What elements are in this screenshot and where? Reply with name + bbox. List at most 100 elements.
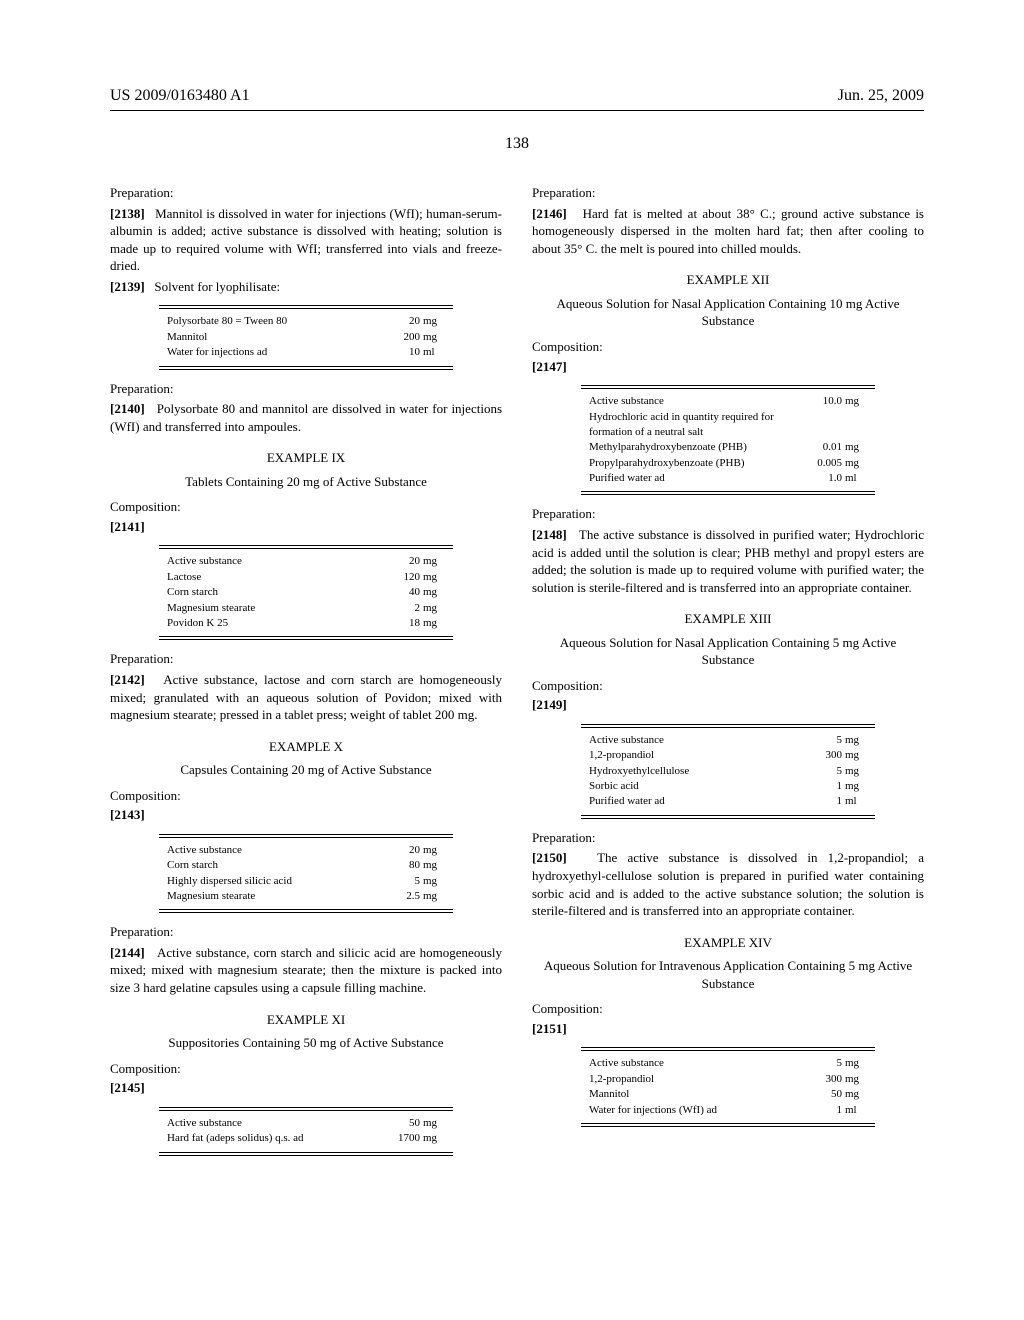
table-row: 1,2-propandiol300mg: [581, 1072, 875, 1087]
ingredient-value: 5: [808, 764, 845, 779]
ingredient-name: Purified water ad: [589, 794, 808, 809]
ingredient-name: Active substance: [589, 1056, 808, 1071]
ingredient-unit: mg: [423, 843, 445, 858]
ingredient-name: Hydroxyethylcellulose: [589, 764, 808, 779]
ingredient-value: 120: [386, 570, 423, 585]
ingredient-unit: mg: [423, 570, 445, 585]
table-row: 1,2-propandiol300mg: [581, 748, 875, 763]
ingredient-unit: mg: [423, 585, 445, 600]
ingredient-value: 1: [808, 779, 845, 794]
ingredient-unit: mg: [845, 440, 867, 455]
ingredient-value: 20: [386, 554, 423, 569]
composition-table-suppositories: Active substance50mgHard fat (adeps soli…: [159, 1107, 453, 1156]
ingredient-unit: mg: [845, 394, 867, 409]
ingredient-value: 0.01: [808, 440, 845, 455]
preparation-heading: Preparation:: [532, 505, 924, 523]
ingredient-name: Mannitol: [167, 330, 386, 345]
ingredient-name: Mannitol: [589, 1087, 808, 1102]
ingredient-value: 1: [808, 794, 845, 809]
ingredient-value: 20: [386, 314, 423, 329]
ingredient-name: Hydrochloric acid in quantity required f…: [589, 410, 808, 441]
page-number: 138: [110, 133, 924, 155]
example-title-x: Capsules Containing 20 mg of Active Subs…: [110, 761, 502, 779]
para-num-2141: [2141]: [110, 518, 502, 536]
ingredient-unit: mg: [845, 733, 867, 748]
ingredient-name: Hard fat (adeps solidus) q.s. ad: [167, 1131, 386, 1146]
para-num: [2138]: [110, 206, 145, 221]
para-num: [2146]: [532, 206, 567, 221]
table-row: Lactose120mg: [159, 570, 453, 585]
ingredient-value: 300: [808, 748, 845, 763]
preparation-heading: Preparation:: [110, 650, 502, 668]
table-row: Corn starch40mg: [159, 585, 453, 600]
paragraph-2140: [2140] Polysorbate 80 and mannitol are d…: [110, 400, 502, 435]
paragraph-2146: [2146] Hard fat is melted at about 38° C…: [532, 205, 924, 258]
para-num-2147: [2147]: [532, 358, 924, 376]
publication-number: US 2009/0163480 A1: [110, 85, 250, 107]
ingredient-name: Highly dispersed silicic acid: [167, 874, 386, 889]
table-row: Mannitol200mg: [159, 330, 453, 345]
para-text: Active substance, corn starch and silici…: [110, 945, 502, 995]
table-body: Active substance20mgCorn starch80mgHighl…: [159, 837, 453, 911]
table-row: Mannitol50mg: [581, 1087, 875, 1102]
ingredient-unit: mg: [423, 889, 445, 904]
table-row: Hydroxyethylcellulose5mg: [581, 764, 875, 779]
table-row: Active substance50mg: [159, 1116, 453, 1131]
example-heading-x: EXAMPLE X: [110, 738, 502, 756]
ingredient-value: 300: [808, 1072, 845, 1087]
table-row: Purified water ad1ml: [581, 794, 875, 809]
ingredient-value: 40: [386, 585, 423, 600]
composition-label: Composition:: [110, 787, 502, 805]
ingredient-value: 20: [386, 843, 423, 858]
ingredient-name: Corn starch: [167, 585, 386, 600]
ingredient-unit: mg: [423, 1116, 445, 1131]
ingredient-value: 1: [808, 1103, 845, 1118]
para-text: Hard fat is melted at about 38° C.; grou…: [532, 206, 924, 256]
paragraph-2150: [2150] The active substance is dissolved…: [532, 849, 924, 919]
ingredient-unit: mg: [845, 779, 867, 794]
ingredient-unit: mg: [423, 858, 445, 873]
ingredient-name: Sorbic acid: [589, 779, 808, 794]
para-num: [2140]: [110, 401, 145, 416]
ingredient-name: Active substance: [167, 554, 386, 569]
example-heading-xii: EXAMPLE XII: [532, 271, 924, 289]
ingredient-unit: mg: [423, 314, 445, 329]
table-row: Active substance20mg: [159, 554, 453, 569]
paragraph-2139: [2139] Solvent for lyophilisate:: [110, 278, 502, 296]
ingredient-unit: mg: [845, 764, 867, 779]
para-text: Active substance, lactose and corn starc…: [110, 672, 502, 722]
table-row: Magnesium stearate2mg: [159, 601, 453, 616]
ingredient-unit: mg: [845, 1072, 867, 1087]
ingredient-name: Active substance: [589, 733, 808, 748]
preparation-heading: Preparation:: [110, 380, 502, 398]
ingredient-unit: ml: [423, 345, 445, 360]
ingredient-unit: mg: [423, 554, 445, 569]
example-heading-xiv: EXAMPLE XIV: [532, 934, 924, 952]
ingredient-value: 2.5: [386, 889, 423, 904]
composition-label: Composition:: [532, 677, 924, 695]
ingredient-value: 10.0: [808, 394, 845, 409]
ingredient-name: Propylparahydroxybenzoate (PHB): [589, 456, 808, 471]
ingredient-unit: mg: [845, 1056, 867, 1071]
ingredient-name: Povidon K 25: [167, 616, 386, 631]
table-body: Active substance10.0mgHydrochloric acid …: [581, 388, 875, 492]
table-body: Active substance5mg1,2-propandiol300mgMa…: [581, 1050, 875, 1124]
two-column-layout: Preparation: [2138] Mannitol is dissolve…: [110, 176, 924, 1165]
ingredient-value: 5: [808, 1056, 845, 1071]
table-row: Sorbic acid1mg: [581, 779, 875, 794]
para-num: [2150]: [532, 850, 567, 865]
para-num: [2148]: [532, 527, 567, 542]
composition-table-solvent: Polysorbate 80 = Tween 8020mgMannitol200…: [159, 305, 453, 369]
table-row: Active substance20mg: [159, 843, 453, 858]
right-column: Preparation: [2146] Hard fat is melted a…: [532, 176, 924, 1165]
composition-table-nasal-10mg: Active substance10.0mgHydrochloric acid …: [581, 385, 875, 495]
ingredient-value: 5: [808, 733, 845, 748]
ingredient-value: 200: [386, 330, 423, 345]
table-row: Hard fat (adeps solidus) q.s. ad1700mg: [159, 1131, 453, 1146]
ingredient-unit: mg: [423, 330, 445, 345]
example-title-xii: Aqueous Solution for Nasal Application C…: [532, 295, 924, 330]
table-row: Methylparahydroxybenzoate (PHB)0.01mg: [581, 440, 875, 455]
paragraph-2148: [2148] The active substance is dissolved…: [532, 526, 924, 596]
table-row: Active substance5mg: [581, 733, 875, 748]
para-text: Solvent for lyophilisate:: [154, 279, 280, 294]
